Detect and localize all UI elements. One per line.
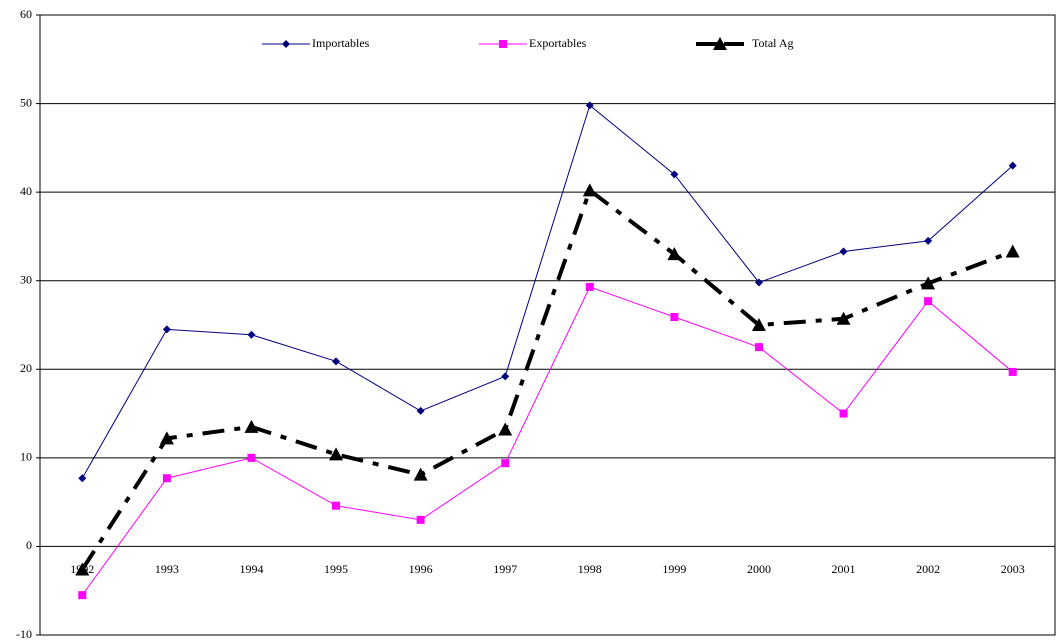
legend-label: Exportables <box>529 36 587 50</box>
y-tick-label: 30 <box>20 272 32 286</box>
data-point <box>585 101 594 110</box>
data-point <box>1005 244 1020 258</box>
data-point <box>329 447 344 461</box>
data-point <box>416 406 425 415</box>
data-point <box>413 467 428 481</box>
x-tick-label: 1996 <box>409 562 433 576</box>
data-point <box>501 459 510 468</box>
x-tick-label: 2002 <box>916 562 940 576</box>
x-tick-label: 1993 <box>155 562 179 576</box>
data-point <box>754 343 763 352</box>
data-point <box>839 409 848 418</box>
data-point <box>332 357 341 366</box>
x-tick-label: 2001 <box>832 562 856 576</box>
x-tick-label: 1994 <box>239 562 263 576</box>
data-point <box>836 311 851 325</box>
plot-frame <box>39 14 1056 636</box>
series-line <box>81 104 1014 479</box>
data-point <box>924 297 933 306</box>
y-tick-label: 60 <box>20 7 32 21</box>
data-point <box>498 422 513 436</box>
x-tick-label: 1995 <box>324 562 348 576</box>
legend-label: Importables <box>312 36 370 50</box>
y-tick-label: 20 <box>20 361 32 375</box>
legend-marker <box>282 40 290 48</box>
data-point <box>162 325 171 334</box>
y-tick-label: 0 <box>26 538 32 552</box>
data-point <box>247 453 256 462</box>
data-point <box>244 419 259 433</box>
x-tick-label: 1998 <box>578 562 602 576</box>
y-tick-label: -10 <box>16 627 32 641</box>
data-point <box>670 313 679 322</box>
series-line <box>80 187 1014 571</box>
x-tick-label: 2000 <box>747 562 771 576</box>
x-tick-label: 1999 <box>662 562 686 576</box>
data-point <box>582 183 597 197</box>
data-point <box>667 247 682 261</box>
data-point <box>1008 161 1017 170</box>
data-point <box>754 278 763 287</box>
data-point <box>839 247 848 256</box>
x-tick-label: 2003 <box>1001 562 1025 576</box>
y-tick-label: 40 <box>20 184 32 198</box>
data-point <box>78 591 87 600</box>
data-point <box>247 330 256 339</box>
data-point <box>751 318 766 331</box>
data-point <box>416 515 425 524</box>
data-point <box>332 501 341 510</box>
data-point <box>585 282 594 291</box>
data-point <box>921 276 936 290</box>
legend-label: Total Ag <box>752 36 794 50</box>
data-point <box>924 236 933 245</box>
legend-marker <box>713 37 727 50</box>
data-point <box>159 431 174 445</box>
series-line <box>81 286 1014 596</box>
y-tick-label: 50 <box>20 95 32 109</box>
data-point <box>670 170 679 179</box>
y-tick-label: 10 <box>20 450 32 464</box>
data-point <box>1008 367 1017 376</box>
data-point <box>162 474 171 483</box>
legend-marker <box>499 40 507 48</box>
x-tick-label: 1997 <box>493 562 517 576</box>
data-point <box>78 474 87 483</box>
data-point <box>75 562 90 576</box>
data-point <box>501 372 510 381</box>
